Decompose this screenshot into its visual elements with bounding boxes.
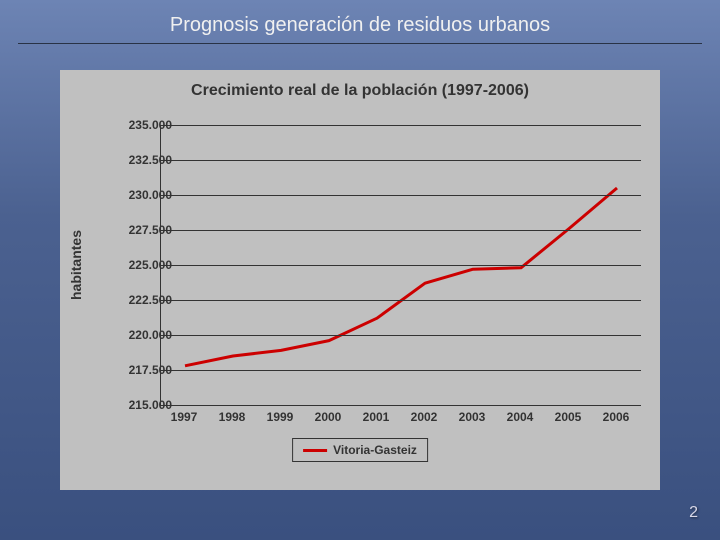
y-tick-label: 217.500 xyxy=(92,363,172,377)
plot-area xyxy=(160,125,641,406)
slide-title: Prognosis generación de residuos urbanos xyxy=(0,0,720,37)
page-number: 2 xyxy=(689,504,698,522)
chart-title: Crecimiento real de la población (1997-2… xyxy=(60,70,660,100)
x-tick-label: 2006 xyxy=(592,410,640,424)
y-axis-label: habitantes xyxy=(68,230,84,300)
x-tick-label: 2001 xyxy=(352,410,400,424)
grid-line xyxy=(161,195,641,196)
x-tick-label: 1998 xyxy=(208,410,256,424)
x-tick-label: 2000 xyxy=(304,410,352,424)
y-tick-label: 222.500 xyxy=(92,293,172,307)
y-tick-label: 232.500 xyxy=(92,153,172,167)
x-tick-label: 1997 xyxy=(160,410,208,424)
grid-line xyxy=(161,160,641,161)
x-tick-label: 2004 xyxy=(496,410,544,424)
data-line xyxy=(185,188,617,366)
slide: Prognosis generación de residuos urbanos… xyxy=(0,0,720,540)
x-tick-label: 1999 xyxy=(256,410,304,424)
x-tick-label: 2003 xyxy=(448,410,496,424)
grid-line xyxy=(161,370,641,371)
grid-line xyxy=(161,125,641,126)
grid-line xyxy=(161,265,641,266)
y-tick-label: 235.000 xyxy=(92,118,172,132)
y-tick-label: 230.000 xyxy=(92,188,172,202)
chart-legend: Vitoria-Gasteiz xyxy=(292,438,428,462)
grid-line xyxy=(161,300,641,301)
x-tick-label: 2005 xyxy=(544,410,592,424)
y-tick-label: 220.000 xyxy=(92,328,172,342)
y-tick-label: 225.000 xyxy=(92,258,172,272)
y-tick-label: 227.500 xyxy=(92,223,172,237)
grid-line xyxy=(161,405,641,406)
grid-line xyxy=(161,335,641,336)
title-divider xyxy=(18,43,702,44)
grid-line xyxy=(161,230,641,231)
x-tick-label: 2002 xyxy=(400,410,448,424)
legend-label: Vitoria-Gasteiz xyxy=(333,443,417,457)
chart-container: Crecimiento real de la población (1997-2… xyxy=(60,70,660,490)
legend-swatch xyxy=(303,449,327,452)
